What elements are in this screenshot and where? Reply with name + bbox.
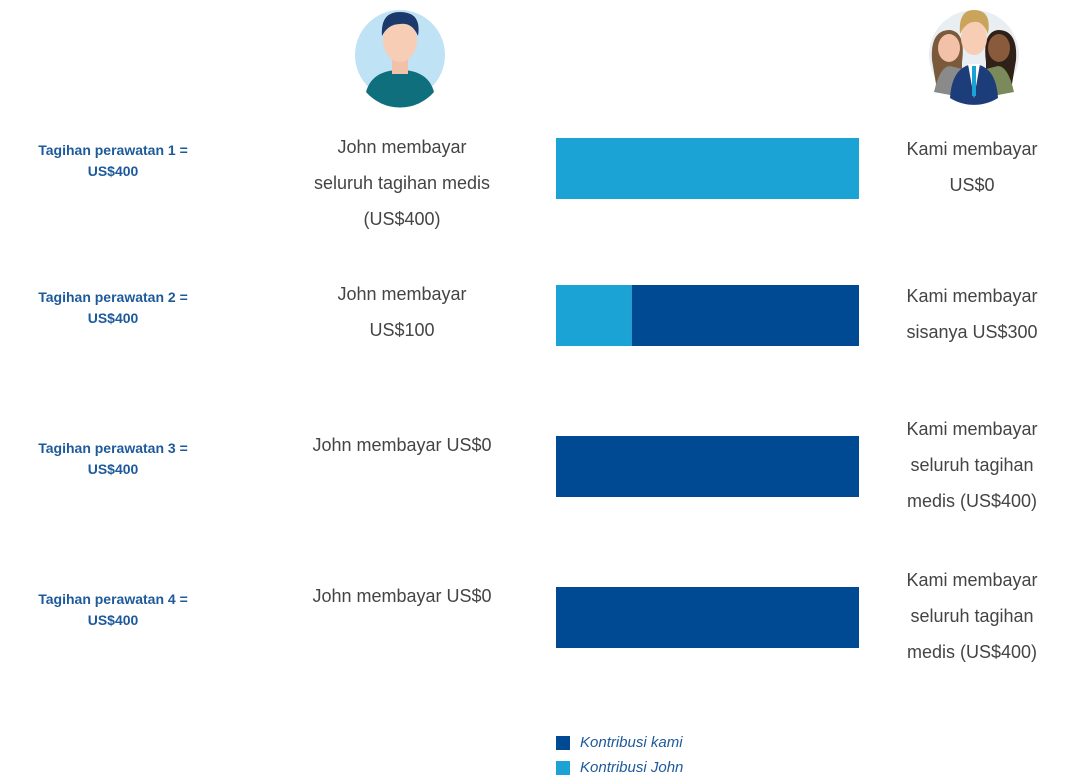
john-text: John membayar US$0 (312, 578, 492, 614)
row-label: Tagihan perawatan 2 = US$400 (13, 287, 213, 329)
kami-text: Kami membayar seluruh tagihan medis (US$… (896, 562, 1048, 670)
row-label: Tagihan perawatan 4 = US$400 (13, 589, 213, 631)
kami-text: Kami membayar seluruh tagihan medis (US$… (896, 411, 1048, 519)
row-label: Tagihan perawatan 3 = US$400 (13, 438, 213, 480)
page: (() => { const data = JSON.parse(documen… (0, 0, 1069, 780)
john-icon (355, 10, 445, 108)
john-text: John membayar US$100 (312, 276, 492, 348)
john-text: John membayar seluruh tagihan medis (US$… (312, 129, 492, 237)
row-label: Tagihan perawatan 1 = US$400 (13, 140, 213, 182)
legend-label: Kontribusi John (580, 759, 683, 777)
kami-text: Kami membayar sisanya US$300 (896, 278, 1048, 350)
kami-text: Kami membayar US$0 (896, 131, 1048, 203)
bar-segment (556, 587, 859, 648)
legend-swatch (556, 736, 570, 750)
legend-label: Kontribusi kami (580, 734, 683, 752)
bar-segment (556, 285, 632, 346)
bar-segment (556, 138, 859, 199)
legend-swatch (556, 761, 570, 775)
group-icon (929, 10, 1019, 105)
john-text: John membayar US$0 (312, 427, 492, 463)
bar-segment (556, 436, 859, 497)
bar-segment (632, 285, 859, 346)
